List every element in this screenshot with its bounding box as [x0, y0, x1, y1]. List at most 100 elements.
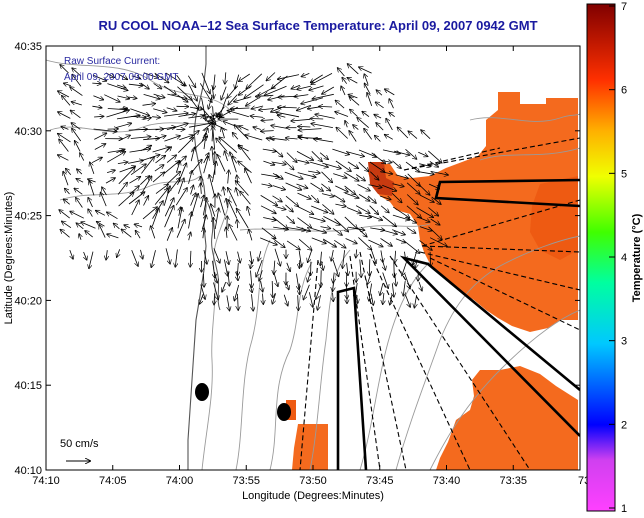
current-vector	[177, 208, 182, 229]
current-vector	[247, 207, 250, 216]
current-vector	[62, 221, 72, 229]
x-tick-label: 74:10	[32, 475, 60, 487]
current-vector	[311, 151, 322, 161]
current-vector	[228, 270, 230, 286]
current-vector	[322, 261, 324, 270]
current-vector	[229, 225, 238, 241]
current-vector	[358, 149, 377, 157]
current-vector	[72, 68, 81, 76]
current-vector	[283, 294, 288, 306]
current-vector	[63, 172, 69, 186]
current-vector	[76, 198, 83, 208]
current-vector	[140, 155, 160, 162]
current-vector	[297, 192, 311, 199]
current-vector	[166, 108, 177, 111]
current-vector	[380, 229, 398, 235]
buoy-marker	[277, 403, 291, 421]
current-vector	[394, 150, 409, 155]
current-vector	[201, 215, 206, 230]
scale-label: 50 cm/s	[60, 438, 99, 450]
current-vector	[369, 283, 372, 301]
current-vector	[239, 126, 249, 131]
sst-patch-south	[292, 424, 328, 470]
current-vector	[227, 86, 237, 98]
current-vector	[262, 149, 276, 151]
y-tick-label: 40:25	[14, 211, 42, 223]
current-vector	[285, 182, 302, 190]
current-vector	[251, 106, 264, 109]
current-vector	[75, 141, 81, 152]
current-vector	[141, 249, 143, 259]
current-vector	[256, 259, 263, 277]
current-vector	[367, 93, 373, 107]
current-vector	[367, 195, 376, 203]
dashed-line	[359, 251, 407, 470]
current-vector	[382, 149, 400, 154]
current-vector	[259, 109, 274, 111]
current-vector	[212, 162, 216, 183]
current-vector	[216, 116, 225, 117]
current-vector	[190, 147, 194, 162]
current-vector	[154, 165, 164, 172]
current-vector	[91, 158, 102, 164]
current-vector	[72, 129, 82, 142]
x-tick-label: 73:35	[499, 475, 527, 487]
dashed-line	[403, 137, 580, 171]
current-vector	[221, 86, 227, 100]
current-vector	[209, 175, 216, 197]
current-vector	[336, 128, 348, 139]
current-vector	[369, 259, 370, 275]
current-vector	[212, 85, 214, 98]
current-vector	[99, 225, 106, 238]
current-vector	[143, 72, 158, 78]
current-vector	[220, 97, 227, 116]
current-vector	[274, 260, 275, 274]
current-vector	[272, 280, 273, 297]
current-vector	[380, 160, 392, 162]
current-vector	[348, 64, 359, 75]
current-vector	[188, 116, 203, 118]
current-vector	[261, 120, 274, 121]
current-vector	[349, 131, 357, 142]
current-vector	[368, 214, 383, 220]
current-vector	[260, 195, 278, 205]
current-vector	[391, 193, 402, 202]
current-vector	[286, 215, 295, 223]
current-vector	[258, 86, 276, 96]
current-vector	[371, 293, 373, 305]
current-vector	[344, 172, 358, 181]
current-vector	[107, 83, 127, 91]
current-vector	[311, 205, 327, 213]
current-vector	[298, 238, 312, 250]
contour-line	[469, 113, 580, 122]
current-vector	[336, 101, 345, 109]
current-vector	[395, 174, 408, 179]
current-vector	[117, 96, 130, 99]
current-vector	[84, 251, 87, 260]
current-vector	[332, 259, 339, 277]
current-vector	[311, 228, 326, 233]
current-vector	[222, 282, 227, 292]
current-vector	[131, 249, 138, 266]
colorbar-label: Temperature (°C)	[631, 213, 643, 302]
current-vector	[81, 222, 96, 229]
current-vector	[261, 173, 279, 177]
current-vector	[213, 260, 215, 278]
contour-line	[359, 261, 431, 470]
current-vector	[261, 184, 272, 186]
current-vector	[365, 84, 371, 95]
current-vector	[343, 250, 345, 268]
current-vector	[265, 85, 287, 95]
current-vector	[106, 170, 115, 172]
current-vector	[353, 125, 359, 130]
current-vector	[233, 156, 238, 164]
current-vector	[217, 155, 226, 172]
current-vector	[358, 161, 369, 171]
y-tick-label: 40:20	[14, 295, 42, 307]
dashed-line	[421, 245, 580, 253]
current-vector	[344, 192, 359, 198]
current-vector	[403, 240, 420, 253]
sst-patch-east	[368, 92, 578, 332]
current-vector	[346, 207, 361, 214]
current-vector	[272, 237, 285, 247]
